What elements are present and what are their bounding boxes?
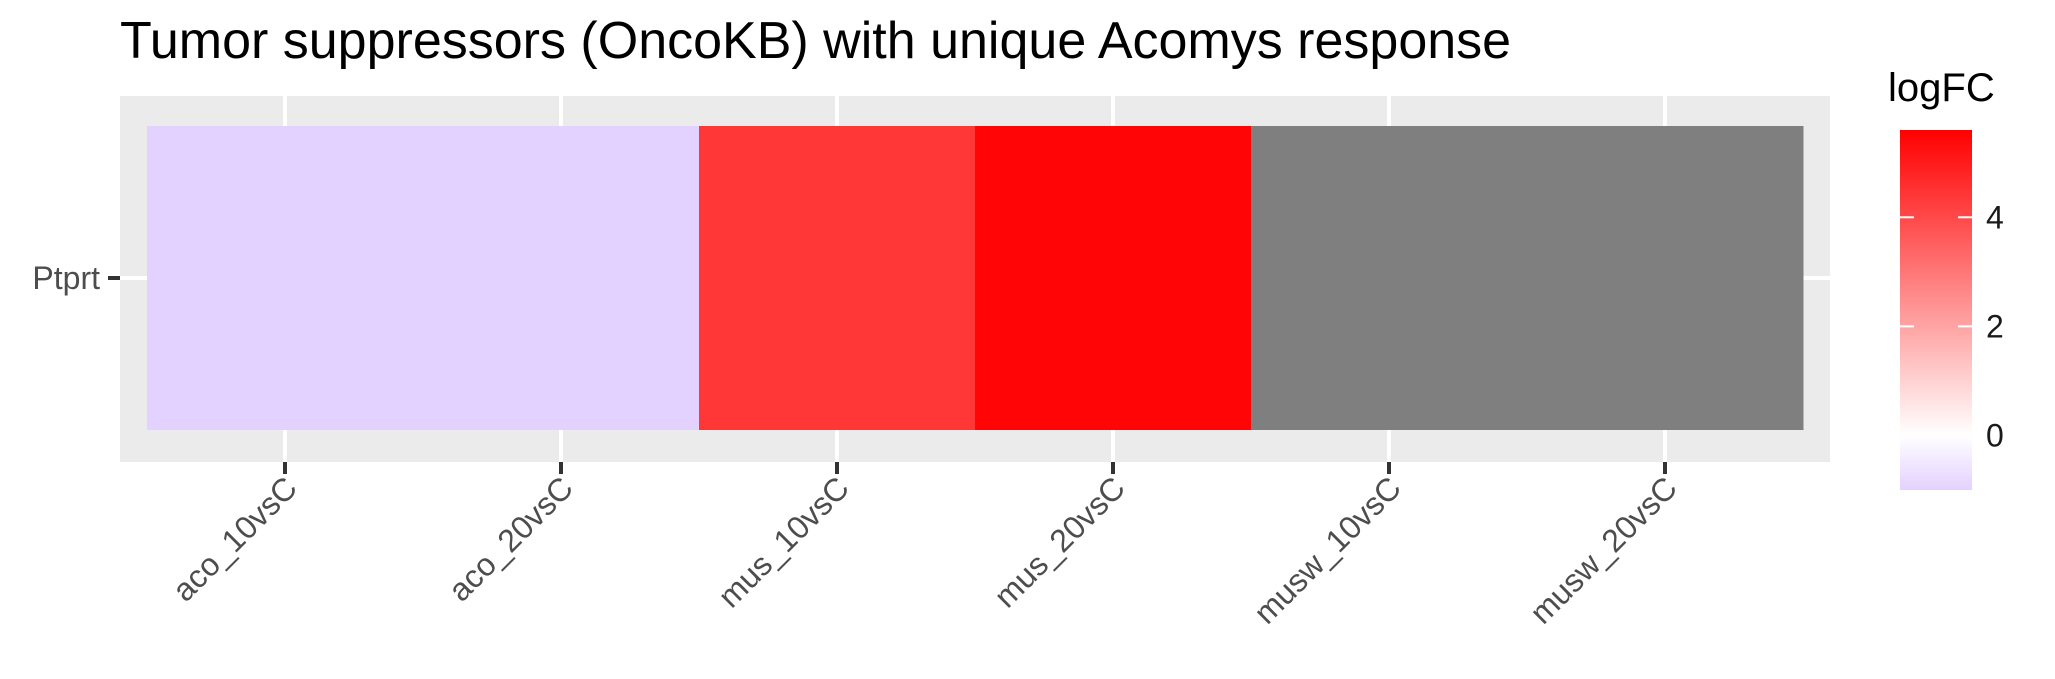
- heatmap-cell: [147, 126, 424, 430]
- heatmap-cell: [699, 126, 976, 430]
- x-tick-label: aco_10vsC: [165, 469, 304, 608]
- y-tick-label: Ptprt: [32, 260, 100, 296]
- x-tick-label: musw_10vsC: [1247, 469, 1408, 630]
- x-tick-label: mus_20vsC: [987, 469, 1132, 614]
- legend-tick-label: 2: [1986, 308, 2004, 344]
- x-tick-label: mus_10vsC: [711, 469, 856, 614]
- heatmap-cells: [147, 126, 1804, 430]
- legend-colorbar: [1900, 130, 1972, 490]
- x-tick-label: musw_20vsC: [1523, 469, 1684, 630]
- x-tick-label: aco_20vsC: [441, 469, 580, 608]
- legend: logFC 0 2 4: [1888, 66, 2004, 490]
- legend-tick-label: 4: [1986, 199, 2004, 235]
- legend-title: logFC: [1888, 66, 1995, 110]
- legend-tick-label: 0: [1986, 417, 2004, 453]
- heatmap-cell: [423, 126, 700, 430]
- heatmap-cell: [975, 126, 1252, 430]
- chart-title: Tumor suppressors (OncoKB) with unique A…: [120, 12, 1511, 70]
- heatmap-cell: [1251, 126, 1528, 430]
- heatmap-cell: [1527, 126, 1804, 430]
